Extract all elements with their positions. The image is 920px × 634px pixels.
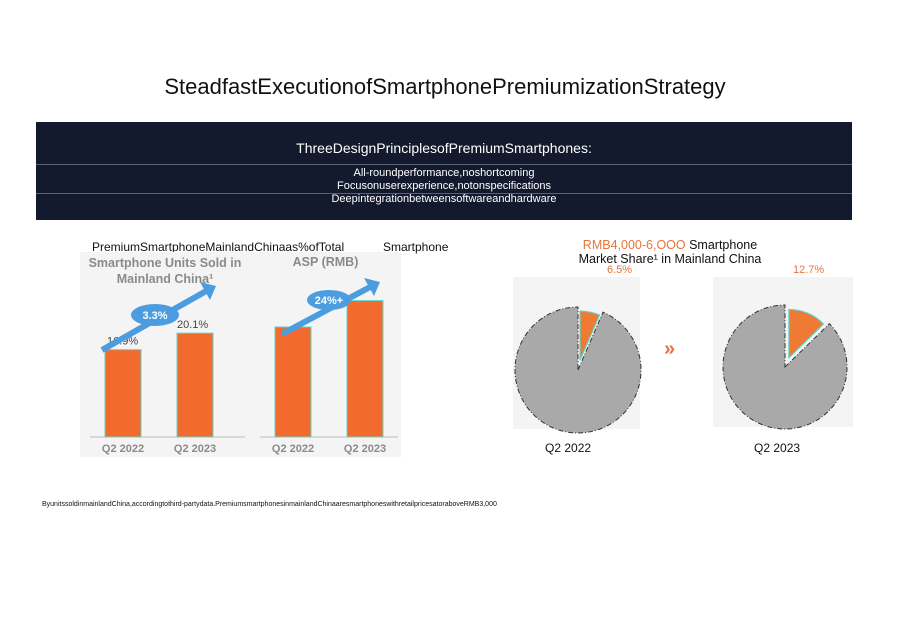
asp-chart-title: ASP (RMB) — [292, 255, 359, 269]
left-section-heading-2: Smartphone — [383, 240, 449, 254]
heading-suffix: Smartphone — [685, 238, 758, 252]
units-chart-title: Smartphone Units Sold in Mainland China¹ — [88, 256, 242, 286]
pie-a-caption: Q2 2022 — [545, 441, 592, 455]
category-tick-label: Q2 2023 — [344, 443, 386, 455]
transition-arrow-icon: » — [664, 338, 676, 360]
pie-slice — [514, 306, 642, 434]
principle-item: All-roundperformance,noshortcoming — [353, 167, 535, 179]
pie-charts — [513, 277, 853, 434]
bar-value-label: 20.1% — [177, 319, 208, 331]
banner-divider — [36, 193, 852, 194]
bar — [104, 349, 142, 438]
principles-banner: ThreeDesignPrinciplesofPremiumSmartphone… — [36, 122, 852, 220]
right-section-heading: RMB4,000-6,OOO Smartphone Market Share¹ … — [560, 238, 780, 266]
principle-item: Deepintegrationbetweensoftwareandhardwar… — [331, 193, 557, 205]
asp-growth-arrow-icon — [280, 278, 380, 337]
pie-b-slice-label: 12.7% — [793, 264, 825, 276]
bar — [176, 332, 214, 438]
asp-growth-label: 24%+ — [315, 295, 343, 307]
principle-item: Focusonuserexperience,notonspecification… — [336, 180, 552, 192]
pie-slice — [579, 310, 601, 361]
pie-slice — [788, 308, 825, 360]
banner-heading: ThreeDesignPrinciplesofPremiumSmartphone… — [296, 140, 592, 156]
pie-q2-2022 — [514, 306, 642, 434]
units-growth-label: 3.3% — [142, 310, 167, 322]
banner-divider — [36, 164, 852, 165]
pie-b-caption: Q2 2023 — [754, 441, 801, 455]
price-range-label: RMB4,000-6,OOO — [582, 238, 686, 252]
units-growth-arrow-icon — [100, 282, 216, 353]
heading-line-2: Market Share¹ in Mainland China — [578, 252, 762, 266]
footnote: ByunitssoldinmainlandChina,accordingtoth… — [42, 501, 497, 508]
left-section-heading: PremiumSmartphoneMainlandChinaas%ofTotal — [92, 240, 345, 254]
page-title: SteadfastExecutionofSmartphonePremiumiza… — [164, 74, 726, 99]
category-tick-label: Q2 2022 — [102, 443, 144, 455]
pie-slice — [722, 304, 848, 430]
category-tick-label: Q2 2022 — [272, 443, 314, 455]
asp-bars: Q2 2022 Q2 2023 — [272, 300, 386, 455]
pie-q2-2023 — [722, 304, 848, 430]
pie-a-slice-label: 6.5% — [607, 264, 633, 276]
bar — [274, 326, 312, 438]
bar — [346, 300, 384, 438]
category-tick-label: Q2 2023 — [174, 443, 216, 455]
